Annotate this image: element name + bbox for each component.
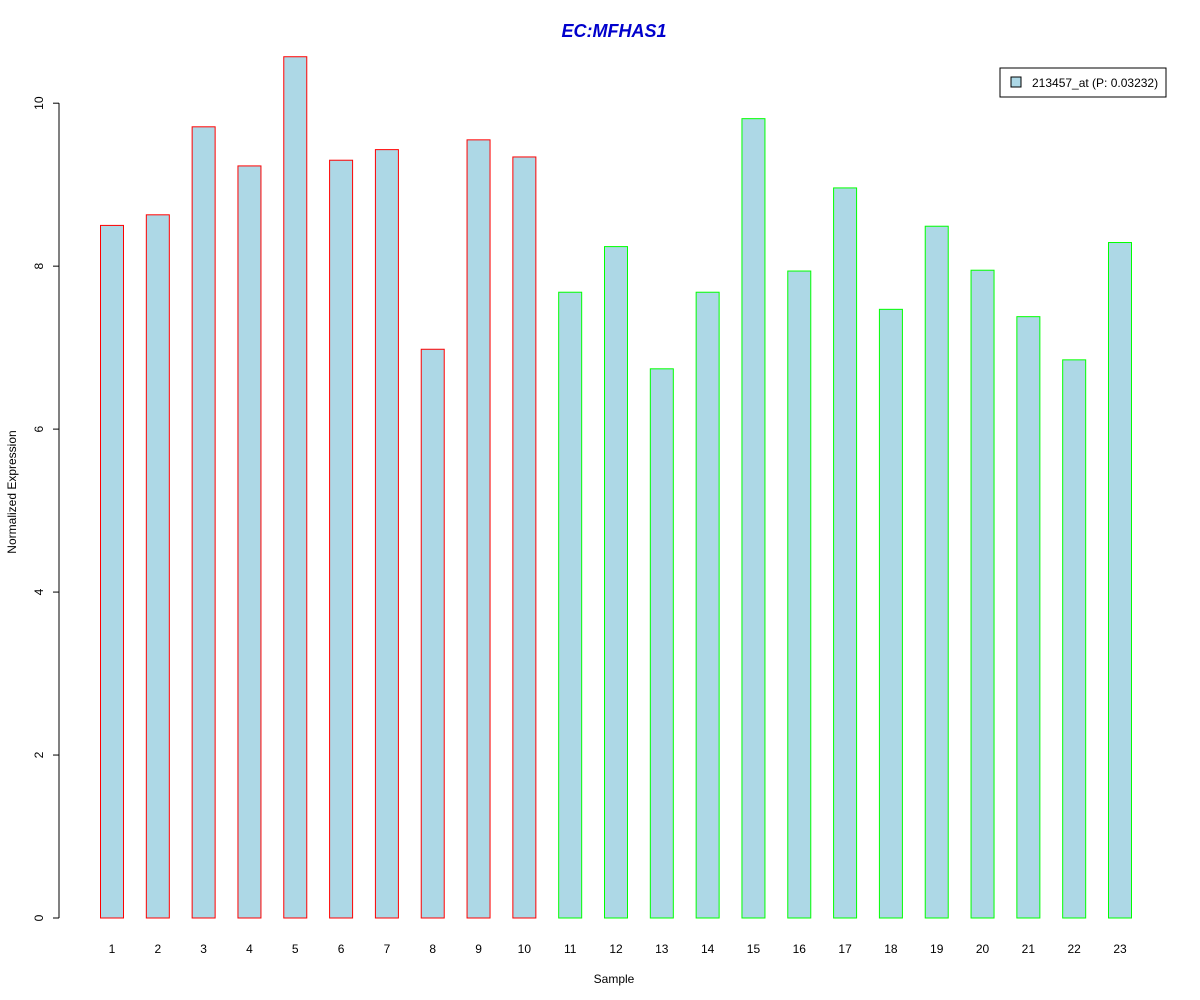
bar-sample-11 <box>558 291 583 919</box>
x-tick-label: 15 <box>747 942 761 956</box>
x-tick-label: 13 <box>655 942 669 956</box>
bar-sample-8 <box>420 348 445 919</box>
legend-label: 213457_at (P: 0.03232) <box>1032 76 1158 90</box>
bar-sample-15 <box>741 118 766 919</box>
y-tick-label: 8 <box>32 262 46 269</box>
bar-sample-12 <box>604 246 628 919</box>
bar-sample-21 <box>1016 316 1041 919</box>
x-tick-label: 14 <box>701 942 715 956</box>
x-tick-label: 4 <box>246 942 253 956</box>
bar-sample-16 <box>787 270 812 919</box>
bar-sample-14 <box>695 291 720 919</box>
x-tick-label: 17 <box>838 942 852 956</box>
bar-sample-4 <box>237 165 262 919</box>
y-axis-title: Normalized Expression <box>5 430 19 553</box>
bar-sample-10 <box>512 156 537 919</box>
x-tick-label: 11 <box>564 942 577 956</box>
bars-group <box>100 56 1132 919</box>
bar-sample-5 <box>283 56 308 919</box>
x-tick-label: 9 <box>475 942 482 956</box>
x-tick-label: 7 <box>384 942 391 956</box>
y-tick-label: 10 <box>32 96 46 110</box>
y-tick-label: 4 <box>32 588 46 595</box>
x-tick-label: 8 <box>429 942 436 956</box>
x-tick-label: 1 <box>109 942 116 956</box>
bar-sample-22 <box>1062 359 1087 919</box>
bar-sample-18 <box>878 308 903 919</box>
x-tick-label: 16 <box>793 942 807 956</box>
x-tick-label: 10 <box>518 942 532 956</box>
x-tick-label: 22 <box>1068 942 1082 956</box>
x-axis-title: Sample <box>594 972 635 986</box>
bar-sample-7 <box>374 149 399 919</box>
legend-box <box>999 67 1167 98</box>
bar-sample-13 <box>649 368 674 919</box>
legend-swatch <box>1010 76 1022 88</box>
x-tick-label: 19 <box>930 942 944 956</box>
x-tick-label: 2 <box>154 942 161 956</box>
bar-sample-1 <box>100 224 124 919</box>
x-tick-label: 18 <box>884 942 898 956</box>
bar-sample-20 <box>970 269 995 919</box>
chart-title: EC:MFHAS1 <box>561 21 666 41</box>
bar-sample-2 <box>145 214 170 919</box>
y-tick-label: 2 <box>32 751 46 758</box>
legend: 213457_at (P: 0.03232) <box>999 67 1167 98</box>
y-tick-label: 6 <box>32 425 46 432</box>
x-tick-label: 6 <box>338 942 345 956</box>
x-tick-label: 20 <box>976 942 990 956</box>
x-tick-labels: 1 2 3 4 5 6 7 8 9 10 11 12 13 14 15 16 17 18 19 20 21 22 23 <box>109 942 1127 956</box>
y-axis: 0 2 4 6 8 10 <box>32 96 60 921</box>
bar-sample-3 <box>191 126 216 919</box>
bar-sample-9 <box>466 139 491 919</box>
x-tick-label: 12 <box>609 942 623 956</box>
bar-sample-17 <box>833 187 858 919</box>
x-tick-label: 3 <box>200 942 207 956</box>
x-tick-label: 5 <box>292 942 299 956</box>
bar-sample-6 <box>329 159 354 919</box>
y-tick-label: 0 <box>32 914 46 921</box>
x-tick-label: 23 <box>1113 942 1127 956</box>
bar-sample-19 <box>924 225 949 919</box>
bar-sample-23 <box>1108 242 1132 919</box>
x-tick-label: 21 <box>1022 942 1036 956</box>
